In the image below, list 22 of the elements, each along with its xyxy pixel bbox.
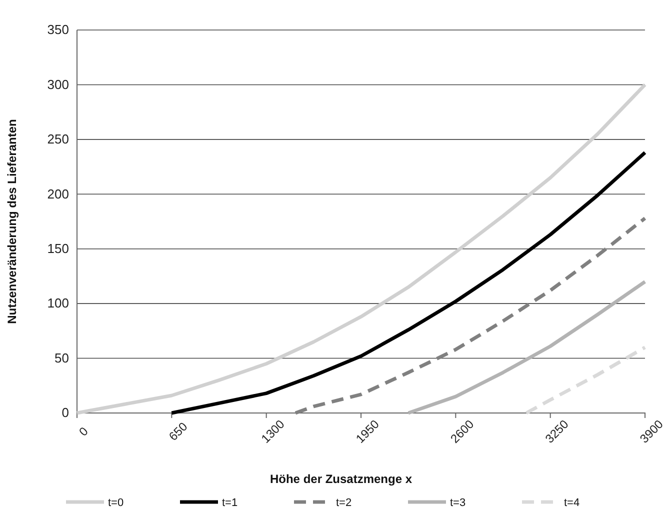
x-axis-title: Höhe der Zusatzmenge x (270, 472, 412, 486)
legend-label: t=1 (222, 496, 238, 509)
y-tick-label: 200 (47, 186, 69, 202)
y-tick-label: 50 (54, 350, 69, 366)
line-series (170, 150, 647, 415)
legend-label: t=0 (108, 496, 124, 509)
line-series (294, 216, 647, 415)
y-tick-label: 150 (47, 241, 69, 256)
y-tick-label: 250 (47, 132, 69, 147)
y-tick-label: 350 (47, 22, 69, 38)
line-series (524, 346, 647, 415)
x-tick-label: 0 (76, 424, 92, 439)
y-axis-title: Nutzenveränderung des Lieferanten (5, 119, 19, 324)
line-series (406, 280, 647, 415)
y-tick-label: 0 (62, 405, 69, 420)
y-tick-label: 300 (47, 76, 69, 92)
y-tick-label: 100 (47, 296, 69, 311)
x-tick-label: 650 (166, 419, 190, 444)
legend-label: t=2 (336, 496, 352, 509)
line-series (75, 82, 647, 415)
legend-label: t=3 (450, 496, 466, 509)
legend-label: t=4 (564, 496, 580, 509)
